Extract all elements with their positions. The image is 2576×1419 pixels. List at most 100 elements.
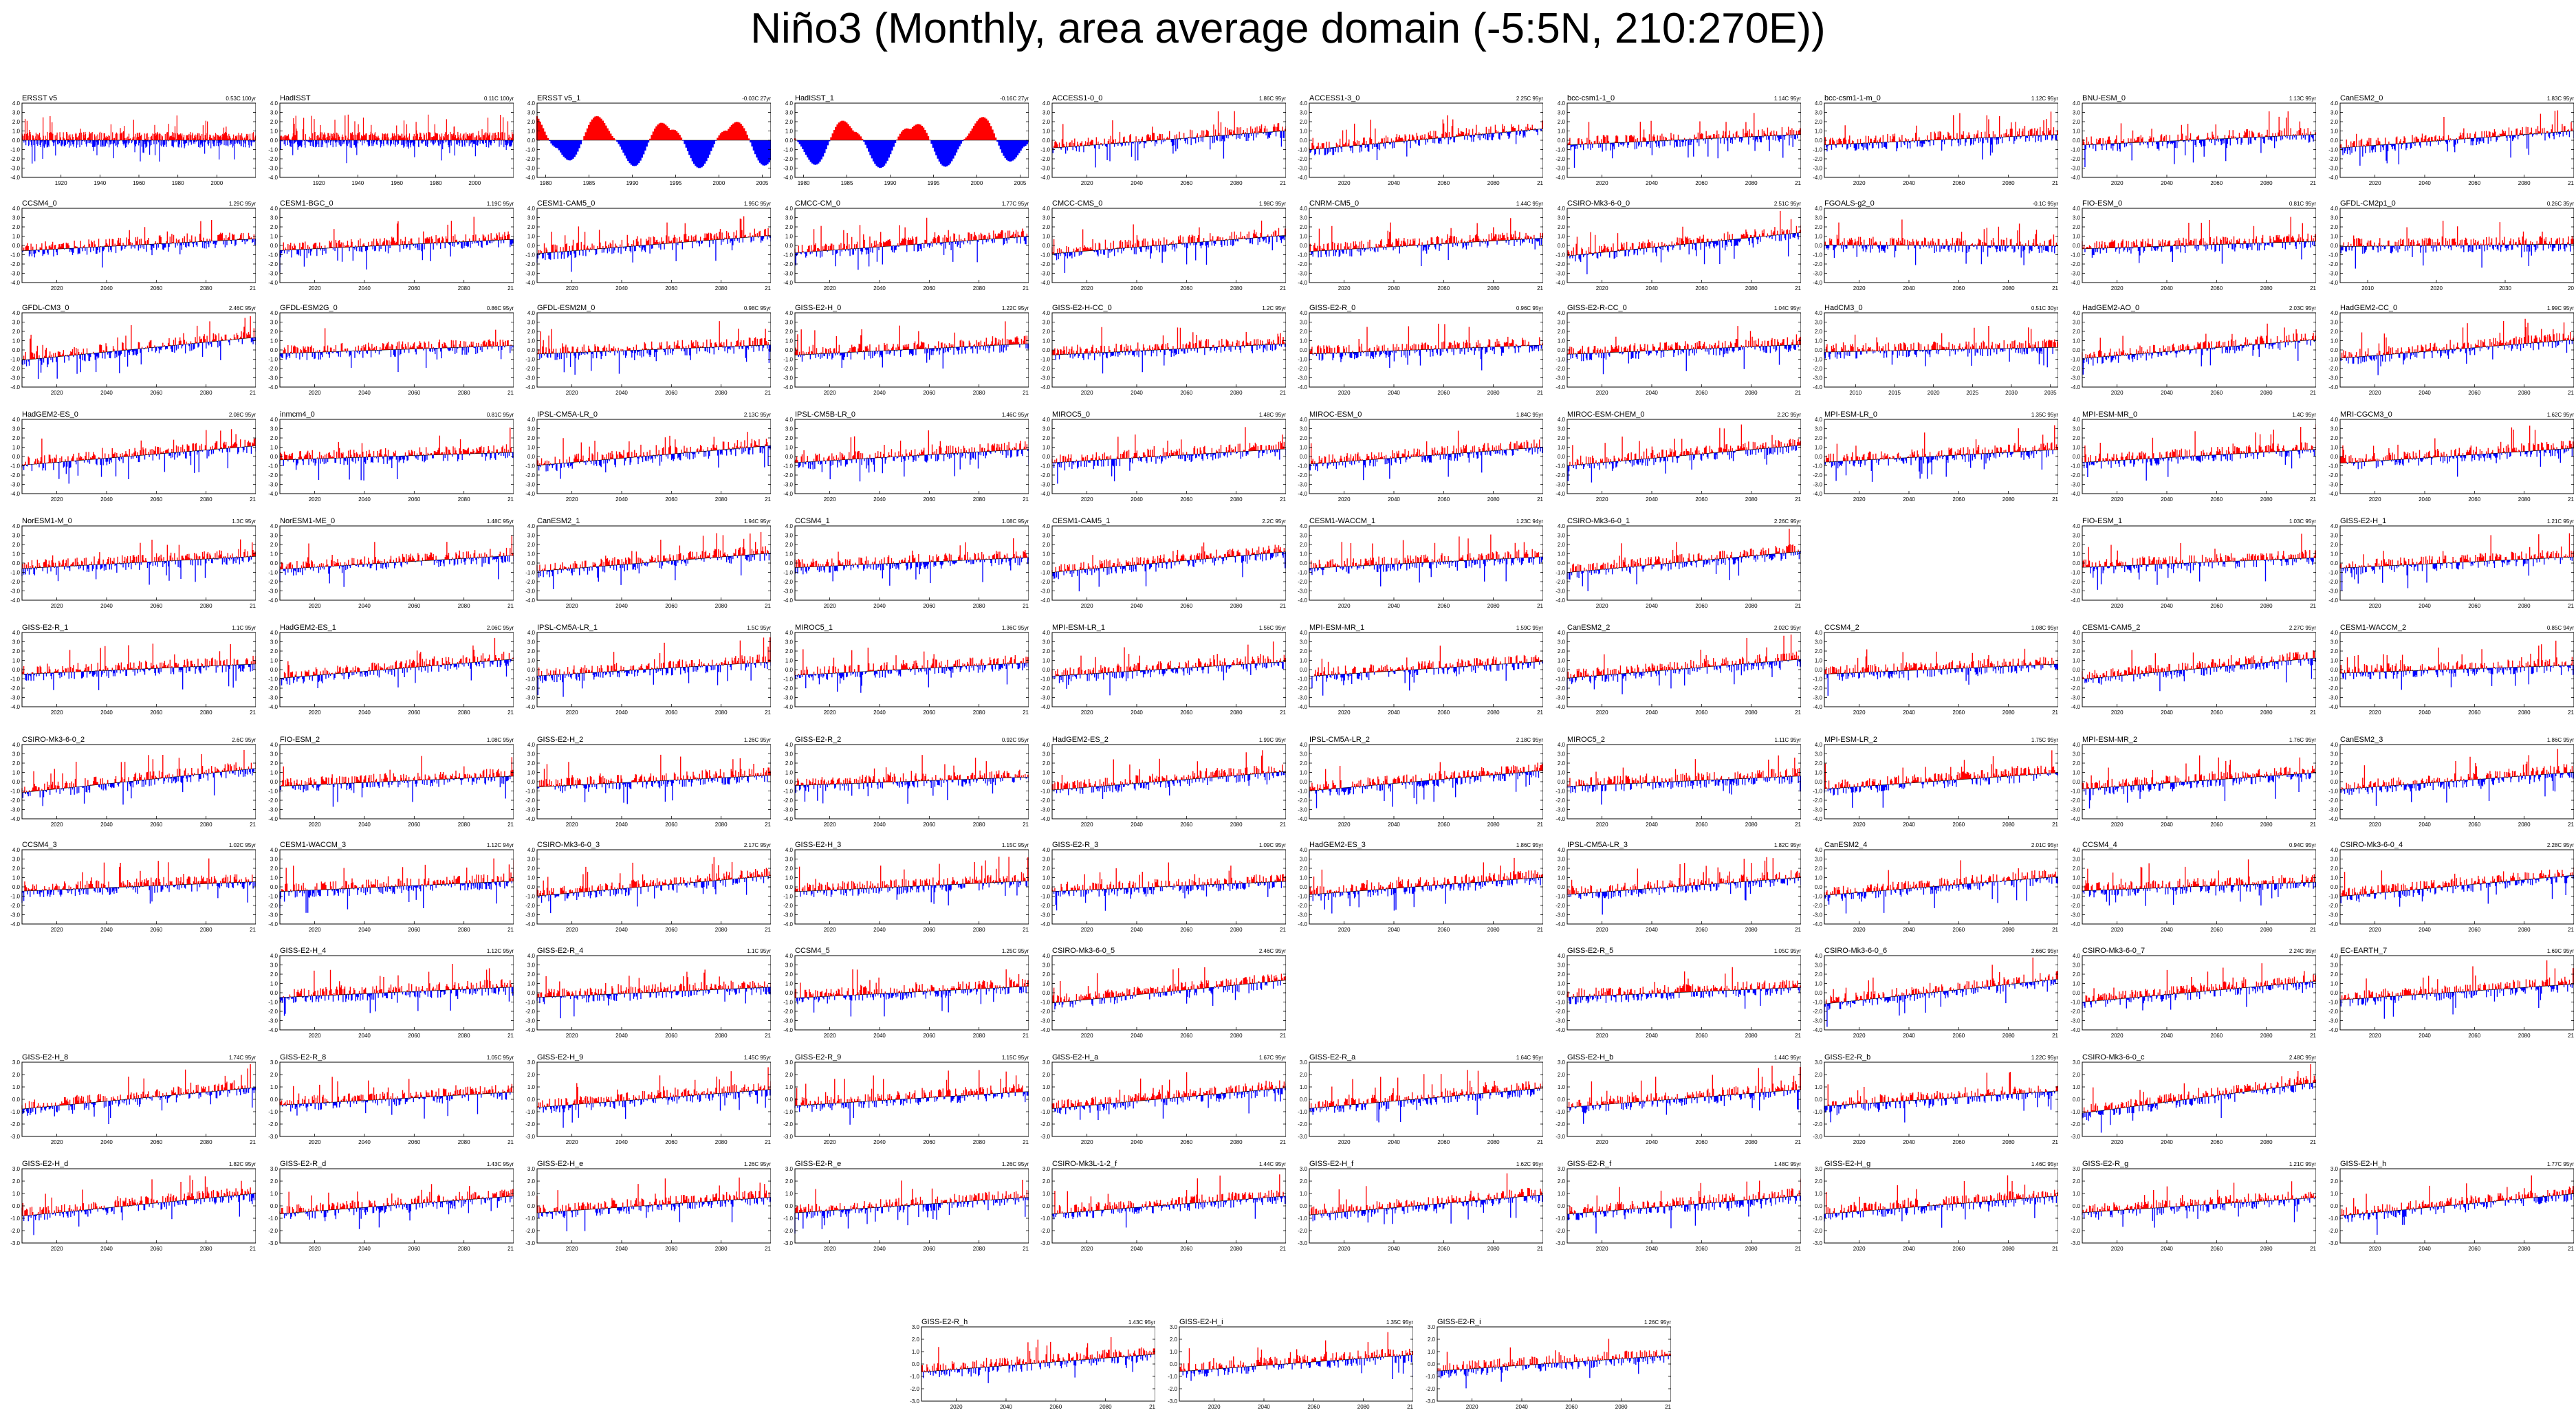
y-tick-label: 0.0 bbox=[2073, 454, 2081, 460]
panel-title: GISS-E2-R_f bbox=[1567, 1160, 1612, 1168]
y-tick-label: 1.0 bbox=[2073, 1084, 2081, 1090]
x-tick-label: 2080 bbox=[2002, 927, 2015, 933]
x-tick-label: 2040 bbox=[615, 927, 628, 933]
panel-trend-label: 1.13C 95yr bbox=[2289, 96, 2316, 102]
x-tick-label: 2100 bbox=[1280, 1033, 1286, 1039]
panel-title: GISS-E2-H_3 bbox=[795, 841, 841, 849]
x-tick-label: 2100 bbox=[765, 927, 771, 933]
x-tick-label: 1940 bbox=[94, 180, 106, 186]
y-tick-label: -2.0 bbox=[1556, 261, 1565, 267]
y-tick-label: -4.0 bbox=[10, 921, 20, 927]
y-tick-label: 1.0 bbox=[1815, 129, 1823, 135]
x-tick-label: 2040 bbox=[2419, 710, 2431, 716]
y-tick-label: 4.0 bbox=[1558, 630, 1566, 636]
x-tick-label: 2040 bbox=[2161, 603, 2173, 609]
negative-anomaly-fill bbox=[21, 446, 256, 484]
y-tick-label: 1.0 bbox=[1043, 875, 1051, 881]
y-tick-label: -3.0 bbox=[1556, 1240, 1565, 1246]
x-tick-label: 2080 bbox=[458, 822, 470, 828]
trend-line bbox=[536, 445, 771, 466]
y-tick-label: -2.0 bbox=[525, 156, 535, 162]
y-tick-label: -4.0 bbox=[268, 704, 278, 710]
panel-trend-label: 1.5C 95yr bbox=[747, 625, 771, 631]
panel-title: CCSM4_5 bbox=[795, 947, 830, 955]
x-tick-label: 2040 bbox=[100, 496, 113, 503]
y-tick-label: -2.0 bbox=[268, 366, 278, 372]
y-tick-label: -4.0 bbox=[1556, 704, 1565, 710]
y-tick-label: 1.0 bbox=[1300, 1084, 1308, 1090]
y-tick-label: 2.0 bbox=[12, 542, 21, 548]
y-tick-label: -2.0 bbox=[1813, 472, 1822, 478]
x-tick-label: 2020 bbox=[1338, 927, 1351, 933]
x-tick-label: 2060 bbox=[1952, 1246, 1965, 1252]
x-tick-label: 2040 bbox=[1131, 1139, 1143, 1145]
panel-title: GISS-E2-R_d bbox=[280, 1160, 326, 1168]
plot-frame bbox=[1567, 744, 1801, 820]
y-tick-label: 1.0 bbox=[270, 1084, 279, 1090]
x-tick-label: 2080 bbox=[973, 1033, 985, 1039]
y-tick-label: 2.0 bbox=[527, 866, 536, 872]
x-tick-label: 2100 bbox=[2310, 710, 2316, 716]
positive-anomaly-fill bbox=[2339, 318, 2574, 359]
x-tick-label: 2100 bbox=[1023, 710, 1029, 716]
x-tick-label: 2020 bbox=[824, 927, 836, 933]
panel-noresm1-m-0: NorESM1-M_0 1.3C 95yr4.03.02.01.00.0-1.0-… bbox=[10, 517, 256, 609]
panel-title: CNRM-CM5_0 bbox=[1309, 199, 1359, 208]
x-tick-label: 2020 bbox=[2111, 496, 2124, 503]
x-tick-label: 2040 bbox=[100, 390, 113, 396]
panel-title: CESM1-WACCM_3 bbox=[280, 841, 346, 849]
y-tick-label: -4.0 bbox=[525, 1027, 535, 1033]
y-tick-label: 1.0 bbox=[527, 875, 536, 881]
y-tick-label: -1.0 bbox=[1298, 463, 1307, 470]
y-tick-label: -2.0 bbox=[1813, 1121, 1822, 1128]
y-tick-label: 4.0 bbox=[1558, 100, 1566, 107]
y-tick-label: -2.0 bbox=[2328, 156, 2338, 162]
y-tick-label: 0.0 bbox=[1558, 1203, 1566, 1209]
y-tick-label: 1.0 bbox=[270, 445, 279, 451]
x-tick-label: 2040 bbox=[2161, 822, 2173, 828]
y-tick-label: 3.0 bbox=[2331, 639, 2339, 646]
panel-miroc5-1: MIROC5_1 1.36C 95yr4.03.02.01.00.0-1.0-2.… bbox=[783, 624, 1029, 716]
y-tick-label: 0.0 bbox=[1558, 779, 1566, 785]
y-tick-label: -3.0 bbox=[525, 1134, 535, 1140]
y-tick-label: -2.0 bbox=[525, 685, 535, 692]
y-tick-label: 0.0 bbox=[1300, 667, 1308, 673]
x-tick-label: 2040 bbox=[358, 285, 371, 292]
negative-anomaly-fill bbox=[1052, 661, 1286, 696]
y-tick-label: -2.0 bbox=[783, 1009, 793, 1015]
y-tick-label: -3.0 bbox=[1556, 695, 1565, 701]
positive-anomaly-fill bbox=[1824, 111, 2058, 145]
positive-anomaly-fill bbox=[1310, 534, 1543, 569]
positive-anomaly-fill bbox=[1824, 425, 2058, 463]
y-tick-label: 0.0 bbox=[2331, 779, 2339, 785]
x-tick-label: 2080 bbox=[458, 1139, 470, 1145]
panel-cesm1-cam5-0: CESM1-CAM5_0 1.95C 95yr4.03.02.01.00.0-1.… bbox=[525, 199, 771, 292]
panel-hadgem2-es-3: HadGEM2-ES_3 1.86C 95yr4.03.02.01.00.0-1.… bbox=[1298, 841, 1543, 933]
x-tick-label: 2020 bbox=[1596, 496, 1608, 503]
x-tick-label: 2060 bbox=[1952, 1033, 1965, 1039]
x-tick-label: 2020 bbox=[309, 603, 321, 609]
y-tick-label: -3.0 bbox=[268, 588, 278, 595]
y-tick-label: 3.0 bbox=[785, 857, 794, 863]
x-tick-label: 2100 bbox=[1023, 496, 1029, 503]
panel-trend-label: 1.1C 95yr bbox=[747, 948, 771, 954]
x-tick-label: 2060 bbox=[150, 496, 162, 503]
y-tick-label: -3.0 bbox=[1813, 1018, 1822, 1024]
y-tick-label: -3.0 bbox=[783, 1240, 793, 1246]
x-tick-label: 2060 bbox=[1695, 1246, 1707, 1252]
trend-line bbox=[1309, 556, 1543, 569]
y-tick-label: 0.0 bbox=[1300, 560, 1308, 566]
plot-frame bbox=[2082, 1168, 2316, 1244]
trend-line bbox=[794, 776, 1029, 786]
x-tick-label: 2100 bbox=[1537, 1139, 1543, 1145]
x-tick-label: 2080 bbox=[1487, 927, 1500, 933]
x-tick-label: 2040 bbox=[615, 1139, 628, 1145]
x-tick-label: 2020 bbox=[1853, 710, 1866, 716]
panel-trend-label: 1.48C 95yr bbox=[1774, 1161, 1801, 1167]
panel-title: ERSST v5_1 bbox=[537, 94, 580, 102]
y-tick-label: 2.0 bbox=[785, 119, 794, 125]
trend-line bbox=[1051, 130, 1286, 148]
y-tick-label: -3.0 bbox=[10, 271, 20, 277]
x-tick-label: 2060 bbox=[1695, 927, 1707, 933]
y-tick-label: 1.0 bbox=[1815, 658, 1823, 664]
